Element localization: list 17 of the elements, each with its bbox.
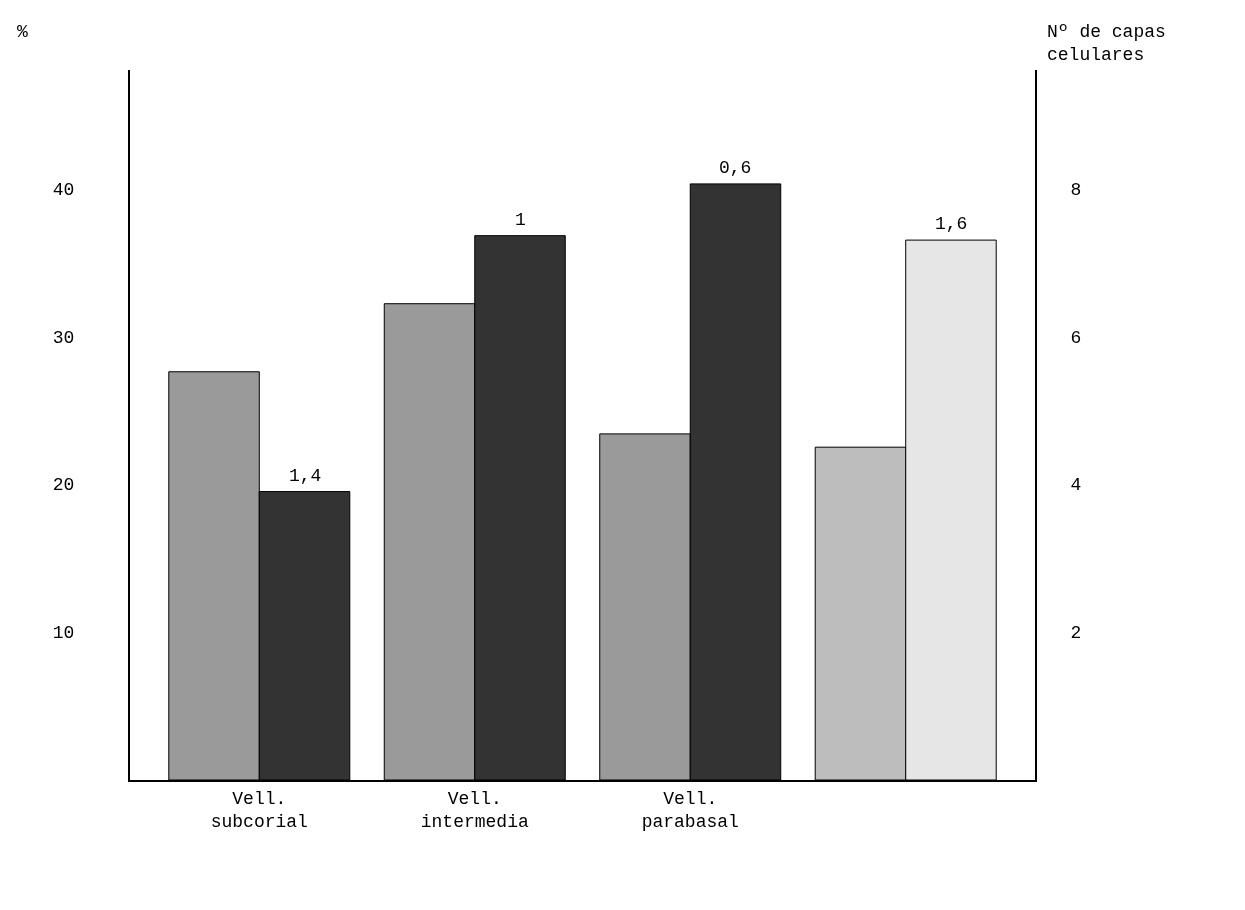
x-tick-label: Vell. intermedia bbox=[420, 788, 529, 832]
x-tick-label: Vell. parabasal bbox=[641, 788, 739, 832]
y-tick-label: 40 bbox=[52, 179, 75, 200]
annotation: 0,6 bbox=[719, 158, 752, 178]
annotation: 1,4 bbox=[289, 466, 322, 486]
annotation: 1 bbox=[515, 210, 526, 230]
y-tick-label: 20 bbox=[52, 475, 75, 496]
x-tick-label: Vell. subcorial bbox=[210, 788, 308, 832]
y2-tick-label: 6 bbox=[1070, 327, 1082, 348]
y2-tick-label: 4 bbox=[1070, 475, 1082, 496]
y2-tick-label: 2 bbox=[1070, 623, 1082, 644]
y-tick-label: 30 bbox=[52, 327, 75, 348]
y2-tick-label: 8 bbox=[1070, 179, 1082, 200]
y2-axis-title: Nº de capas celulares bbox=[1047, 22, 1166, 66]
y-axis-title: % bbox=[17, 22, 28, 42]
annotation: 1,6 bbox=[935, 214, 968, 234]
y-tick-label: 10 bbox=[52, 623, 75, 644]
